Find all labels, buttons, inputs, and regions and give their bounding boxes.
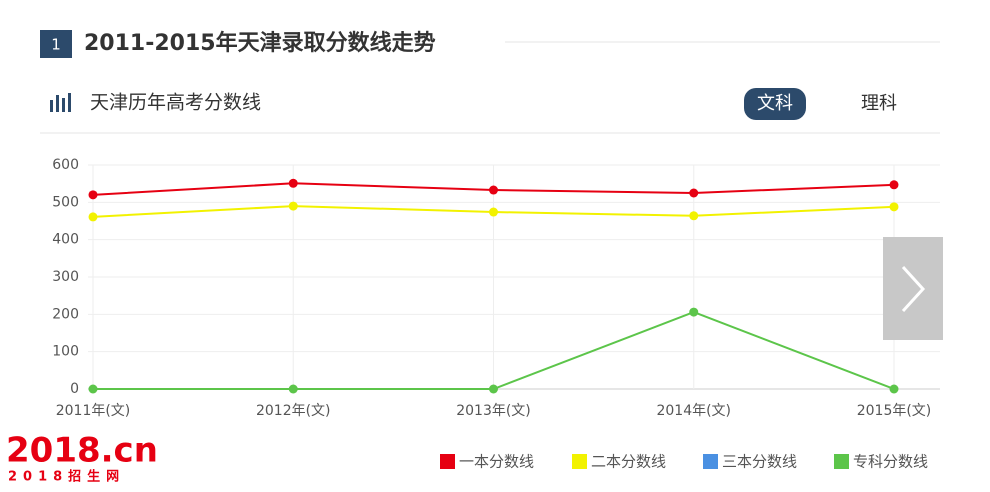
badge	[40, 30, 72, 58]
chart-icon	[50, 93, 71, 112]
x-tick-label: 2011年(文)	[56, 403, 131, 419]
legend-swatch	[834, 454, 849, 469]
data-point	[288, 178, 298, 188]
data-point	[689, 307, 699, 317]
tab-label[interactable]: 理科	[861, 93, 897, 114]
y-tick-label: 100	[52, 344, 79, 360]
x-tick-label: 2013年(文)	[456, 403, 531, 419]
tab-label[interactable]: 文科	[757, 93, 793, 114]
legend-label: 三本分数线	[722, 453, 797, 471]
legend-label: 二本分数线	[591, 453, 666, 471]
data-point	[288, 384, 298, 394]
badge-number: 1	[51, 36, 61, 54]
data-point	[88, 384, 98, 394]
legend-label: 一本分数线	[459, 453, 534, 471]
y-tick-label: 200	[52, 306, 79, 322]
y-tick-label: 400	[52, 232, 79, 248]
next-arrow[interactable]	[901, 265, 926, 313]
y-tick-label: 0	[70, 381, 79, 397]
data-point	[689, 211, 699, 221]
page-title: 2011-2015年天津录取分数线走势	[84, 30, 436, 56]
data-point	[689, 188, 699, 198]
data-point	[88, 190, 98, 200]
data-point	[489, 384, 498, 394]
legend-swatch	[572, 454, 587, 469]
tab-active[interactable]	[744, 88, 806, 120]
x-tick-label: 2012年(文)	[256, 403, 331, 419]
next-button[interactable]	[883, 237, 943, 340]
legend-swatch	[440, 454, 455, 469]
y-tick-label: 600	[52, 157, 79, 173]
data-point	[889, 202, 899, 212]
logo-sub: 2018招生网	[8, 469, 125, 485]
data-point	[489, 207, 498, 217]
data-point	[288, 201, 298, 211]
data-point	[489, 185, 498, 195]
legend-label: 专科分数线	[853, 453, 928, 471]
x-tick-label: 2014年(文)	[656, 403, 731, 419]
x-tick-label: 2015年(文)	[857, 403, 932, 419]
panel-title: 天津历年高考分数线	[90, 92, 261, 114]
y-tick-label: 300	[52, 269, 79, 285]
y-tick-label: 500	[52, 194, 79, 210]
data-point	[88, 212, 98, 222]
data-point	[889, 384, 899, 394]
logo-main: 2018.cn	[6, 431, 158, 471]
legend-swatch	[703, 454, 718, 469]
data-point	[889, 180, 899, 190]
